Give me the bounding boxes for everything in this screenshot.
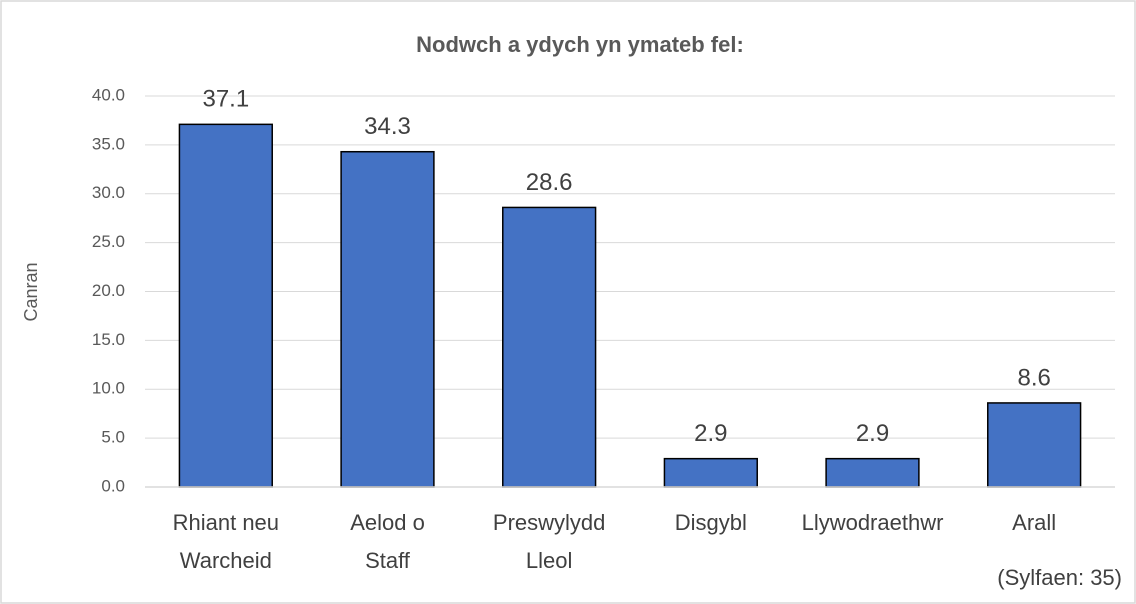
bar (502, 206, 597, 488)
y-axis-label: Canran (21, 262, 41, 321)
y-tick-label: 25.0 (92, 232, 125, 251)
data-label: 2.9 (694, 420, 727, 447)
x-tick-label: Rhiant neu Warcheid (173, 510, 279, 573)
data-label: 34.3 (364, 113, 411, 140)
x-tick-label: Llywodraethwr (802, 510, 944, 535)
y-tick-label: 30.0 (92, 183, 125, 202)
x-tick-label: Arall (1012, 510, 1056, 535)
data-label: 37.1 (202, 86, 249, 113)
bar (987, 402, 1082, 488)
data-label: 8.6 (1017, 364, 1050, 391)
x-tick-label: Aelod o Staff (350, 510, 425, 573)
data-label: 2.9 (856, 420, 889, 447)
bar (340, 150, 435, 488)
bar (178, 123, 273, 488)
bar (825, 457, 920, 488)
y-tick-label: 0.0 (101, 476, 125, 495)
y-tick-label: 15.0 (92, 330, 125, 349)
y-tick-label: 35.0 (92, 134, 125, 153)
y-tick-label: 20.0 (92, 281, 125, 300)
chart-title: Nodwch a ydych yn ymateb fel: (416, 32, 744, 57)
y-tick-label: 40.0 (92, 85, 125, 104)
x-tick-label: Disgybl (675, 510, 747, 535)
y-tick-label: 10.0 (92, 379, 125, 398)
x-tick-label: Preswylydd Lleol (493, 510, 605, 573)
y-tick-label: 5.0 (101, 428, 125, 447)
data-label: 28.6 (526, 169, 573, 196)
bar (663, 457, 758, 488)
annotation: (Sylfaen: 35) (997, 565, 1122, 590)
